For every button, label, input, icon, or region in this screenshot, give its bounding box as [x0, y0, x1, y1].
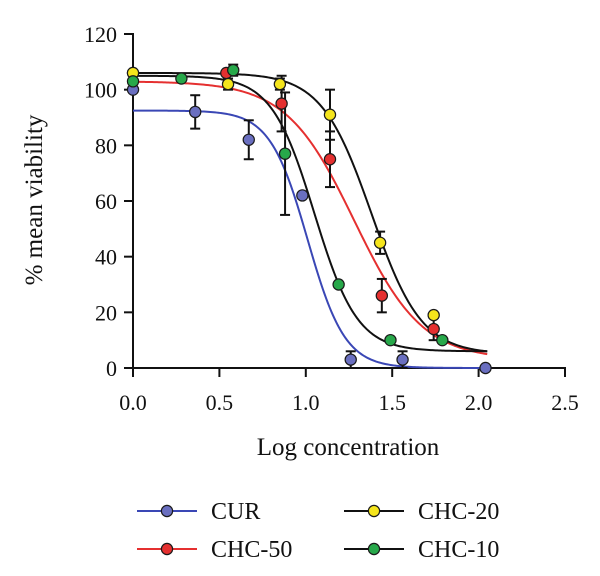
data-point-chc-20	[427, 308, 440, 322]
y-tick-label: 40	[95, 245, 117, 270]
legend-label: CHC-10	[418, 537, 499, 563]
y-tick-label: 80	[95, 133, 117, 158]
x-tick-label: 1.0	[292, 390, 320, 415]
data-point-chc-20	[373, 236, 387, 249]
legend-label: CHC-20	[418, 499, 499, 525]
data-point-chc-50	[375, 289, 389, 302]
legend-item-chc-20: CHC-20	[344, 499, 499, 525]
x-tick-label: 2.0	[465, 390, 493, 415]
legend-label: CUR	[211, 499, 260, 525]
data-point-chc-10	[175, 72, 188, 85]
y-axis-title: % mean viability	[21, 114, 48, 285]
y-tick-label: 60	[95, 189, 117, 214]
data-point-chc-50	[275, 97, 288, 110]
data-point-chc-10	[278, 147, 292, 160]
data-points	[126, 63, 492, 375]
legend-marker	[160, 504, 174, 518]
legend-label: CHC-50	[211, 537, 292, 563]
legend-marker	[367, 504, 381, 518]
data-point-cur	[296, 189, 309, 202]
legend-item-chc-50: CHC-50	[137, 537, 292, 563]
y-tick-label: 20	[95, 300, 117, 325]
data-point-cur	[396, 353, 409, 366]
legend: CUR CHC-20 CHC-50 CHC-10	[137, 499, 499, 563]
data-point-chc-10	[332, 278, 345, 291]
legend-item-cur: CUR	[137, 499, 260, 525]
y-tick-label: 120	[84, 22, 117, 47]
x-tick-label: 1.5	[378, 390, 406, 415]
data-point-cur	[189, 105, 202, 119]
data-point-cur	[344, 353, 357, 366]
data-point-cur	[479, 361, 492, 375]
data-point-chc-20	[221, 77, 235, 91]
legend-marker	[160, 542, 174, 556]
y-tick-label: 100	[84, 78, 117, 103]
legend-marker	[367, 542, 381, 556]
data-point-chc-50	[323, 153, 337, 166]
data-point-chc-20	[273, 77, 287, 91]
x-tick-label: 2.5	[551, 390, 579, 415]
y-tick-label: 0	[106, 356, 117, 381]
legend-item-chc-10: CHC-10	[344, 537, 499, 563]
data-point-chc-10	[436, 333, 449, 347]
data-point-chc-20	[323, 108, 337, 121]
data-point-chc-50	[427, 322, 440, 336]
data-point-chc-10	[384, 333, 397, 347]
data-point-chc-10	[126, 75, 140, 88]
x-axis-title: Log concentration	[257, 434, 440, 461]
x-tick-label: 0.0	[119, 390, 147, 415]
axes: 0 20 40 60 80 100 120 0.0 0.5 1.0 1.5 2.0 2.5	[84, 22, 579, 415]
x-tick-label: 0.5	[206, 390, 234, 415]
data-point-cur	[242, 133, 255, 146]
fit-curve-chc-10	[133, 74, 488, 353]
data-point-chc-10	[227, 63, 240, 77]
